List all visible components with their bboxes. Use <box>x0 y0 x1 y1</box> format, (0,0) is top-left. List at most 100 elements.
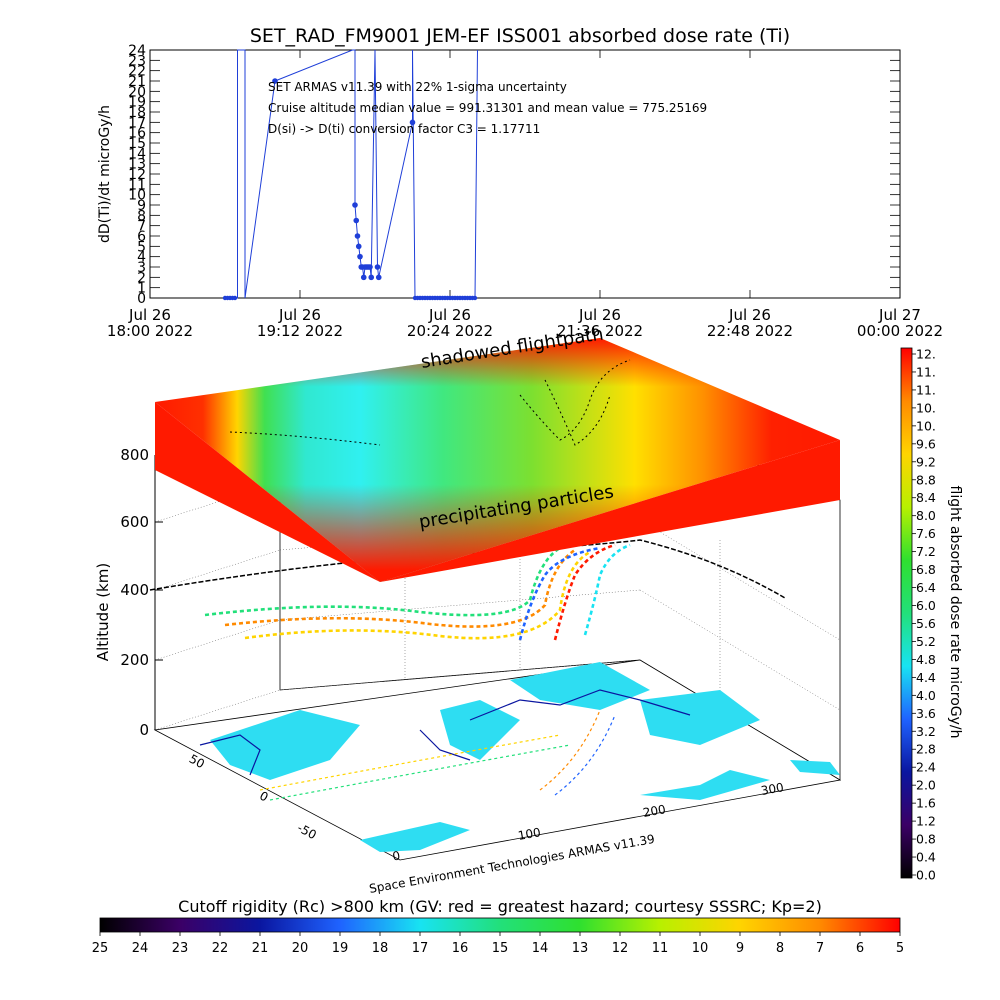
dose-rate-tick-label: 0.4 <box>916 850 936 865</box>
dose-rate-tick-label: 3.2 <box>916 724 936 739</box>
latitude-tick-label: 50 <box>187 752 207 772</box>
rigidity-tick-label: 25 <box>92 941 109 956</box>
rigidity-tick-label: 19 <box>332 941 349 956</box>
annotation-1: SET ARMAS v11.39 with 22% 1-sigma uncert… <box>268 80 567 94</box>
dose-rate-tick-label: 2.8 <box>916 742 936 757</box>
data-point <box>374 264 381 270</box>
cutoff-rigidity-colorbar-fill <box>99 917 901 933</box>
rigidity-tick-label: 24 <box>132 941 149 956</box>
dose-rate-tick-label: 8.0 <box>916 508 936 523</box>
data-point <box>360 274 367 281</box>
dose-rate-tick-label: 6.0 <box>916 598 936 613</box>
dose-rate-colorbar-label: flight absorbed dose rate microGy/h <box>947 486 963 739</box>
dose-rate-tick-label: 9.6 <box>916 436 936 451</box>
y-tick-label: 22 <box>128 64 146 80</box>
rigidity-tick-label: 16 <box>452 941 469 956</box>
dose-rate-tick-label: 8.8 <box>916 472 936 487</box>
dose-rate-tick-label: 10. <box>916 418 936 433</box>
dose-rate-time-series: SET_RAD_FM9001 JEM-EF ISS001 absorbed do… <box>97 25 943 340</box>
x-tick-label-time: 19:12 2022 <box>257 322 343 340</box>
x-tick-label-date: Jul 26 <box>728 306 771 324</box>
flightpath-traces <box>204 543 631 641</box>
dose-rate-tick-label: 4.8 <box>916 652 936 667</box>
rigidity-tick-label: 12 <box>612 941 629 956</box>
land-outlines <box>199 689 691 776</box>
y-tick-label: 7 <box>137 219 146 235</box>
data-point <box>355 243 362 250</box>
dose-rate-tick-label: 5.6 <box>916 616 936 631</box>
data-point <box>472 295 478 301</box>
rigidity-tick-label: 17 <box>412 941 429 956</box>
dose-rate-tick-label: 4.4 <box>916 670 936 685</box>
y-tick-label: 21 <box>128 74 146 90</box>
data-point <box>353 217 360 224</box>
dose-rate-tick-label: 11. <box>916 382 936 397</box>
y-tick-label: 3 <box>137 260 146 276</box>
altitude-tick-label: 200 <box>120 651 149 669</box>
series-layer <box>222 49 478 301</box>
y-tick-label: 16 <box>128 126 146 142</box>
cutoff-rigidity-colorbar-ticks: 25 24 23 22 21 20 19 18 17 16 15 14 13 12 11 10 9 8 7 6 5 <box>92 932 904 956</box>
rigidity-tick-label: 5 <box>896 941 904 956</box>
altitude-axis-label: Altitude (km) <box>94 563 112 661</box>
y-tick-label: 5 <box>137 239 146 255</box>
longitude-tick-label: 300 <box>760 780 785 798</box>
annotation-3: D(si) -> D(ti) conversion factor C3 = 1.… <box>268 122 540 136</box>
y-tick-label: 15 <box>128 136 146 152</box>
x-tick-label-date: Jul 26 <box>578 306 621 324</box>
dose-rate-tick-label: 1.2 <box>916 814 936 829</box>
altitude-tick-label: 400 <box>120 581 149 599</box>
dose-rate-tick-label: 12. <box>916 347 936 362</box>
longitude-tick-label: 0 <box>391 849 401 864</box>
particle-layer-band <box>155 338 840 582</box>
dose-rate-tick-label: 7.6 <box>916 526 936 541</box>
data-point <box>367 264 373 270</box>
floor-trajectory <box>259 709 616 801</box>
y-tick-label: 6 <box>137 229 146 245</box>
y-tick-label: 8 <box>137 208 146 224</box>
data-point <box>352 202 358 208</box>
cutoff-rigidity-title: Cutoff rigidity (Rc) >800 km (GV: red = … <box>178 897 822 916</box>
rigidity-tick-label: 23 <box>172 941 189 956</box>
dose-rate-tick-label: 5.2 <box>916 634 936 649</box>
dose-rate-tick-label: 2.0 <box>916 778 936 793</box>
y-tick-label: 19 <box>128 95 146 111</box>
rigidity-tick-label: 6 <box>856 941 864 956</box>
y-tick-label: 0 <box>137 291 146 307</box>
x-tick-label-date: Jul 26 <box>278 306 321 324</box>
y-tick-label: 4 <box>137 250 146 266</box>
rigidity-tick-label: 10 <box>692 941 709 956</box>
rigidity-tick-label: 13 <box>572 941 589 956</box>
dose-rate-tick-label: 9.2 <box>916 454 936 469</box>
dose-rate-tick-label: 4.0 <box>916 688 936 703</box>
chart-title: SET_RAD_FM9001 JEM-EF ISS001 absorbed do… <box>250 25 790 47</box>
dose-rate-colorbar-fill <box>900 347 913 879</box>
y-tick-label: 2 <box>137 270 146 286</box>
longitude-tick-label: 100 <box>517 825 542 843</box>
rigidity-tick-label: 8 <box>776 941 784 956</box>
rigidity-tick-label: 18 <box>372 941 389 956</box>
x-tick-label-time: 21:36 2022 <box>557 322 643 340</box>
data-point <box>232 295 238 301</box>
ocean-regions <box>210 662 840 852</box>
x-tick-label-time: 20:24 2022 <box>407 322 493 340</box>
dose-rate-tick-label: 6.4 <box>916 580 936 595</box>
y-tick-label: 18 <box>128 105 146 121</box>
y-tick-label: 13 <box>128 157 146 173</box>
rigidity-tick-label: 14 <box>532 941 549 956</box>
y-tick-label: 20 <box>128 84 146 100</box>
dose-rate-tick-label: 0.0 <box>916 868 936 883</box>
dose-rate-tick-label: 8.4 <box>916 490 936 505</box>
shadowed-dots <box>229 359 631 446</box>
altitude-ticks: 0 200 400 600 800 <box>120 446 163 739</box>
y-tick-label: 14 <box>128 146 146 162</box>
y-tick-label: 1 <box>137 281 146 297</box>
dose-rate-colorbar: 12. 11. 11. 10. 10. 9.6 9.2 8.8 8.4 8.0 7.6 7.2 6.8 6… <box>900 347 963 883</box>
latitude-tick-label: 0 <box>257 788 270 804</box>
y-tick-label: 10 <box>128 188 146 204</box>
rigidity-tick-label: 15 <box>492 941 509 956</box>
dose-rate-tick-label: 3.6 <box>916 706 936 721</box>
rigidity-tick-label: 21 <box>252 941 269 956</box>
